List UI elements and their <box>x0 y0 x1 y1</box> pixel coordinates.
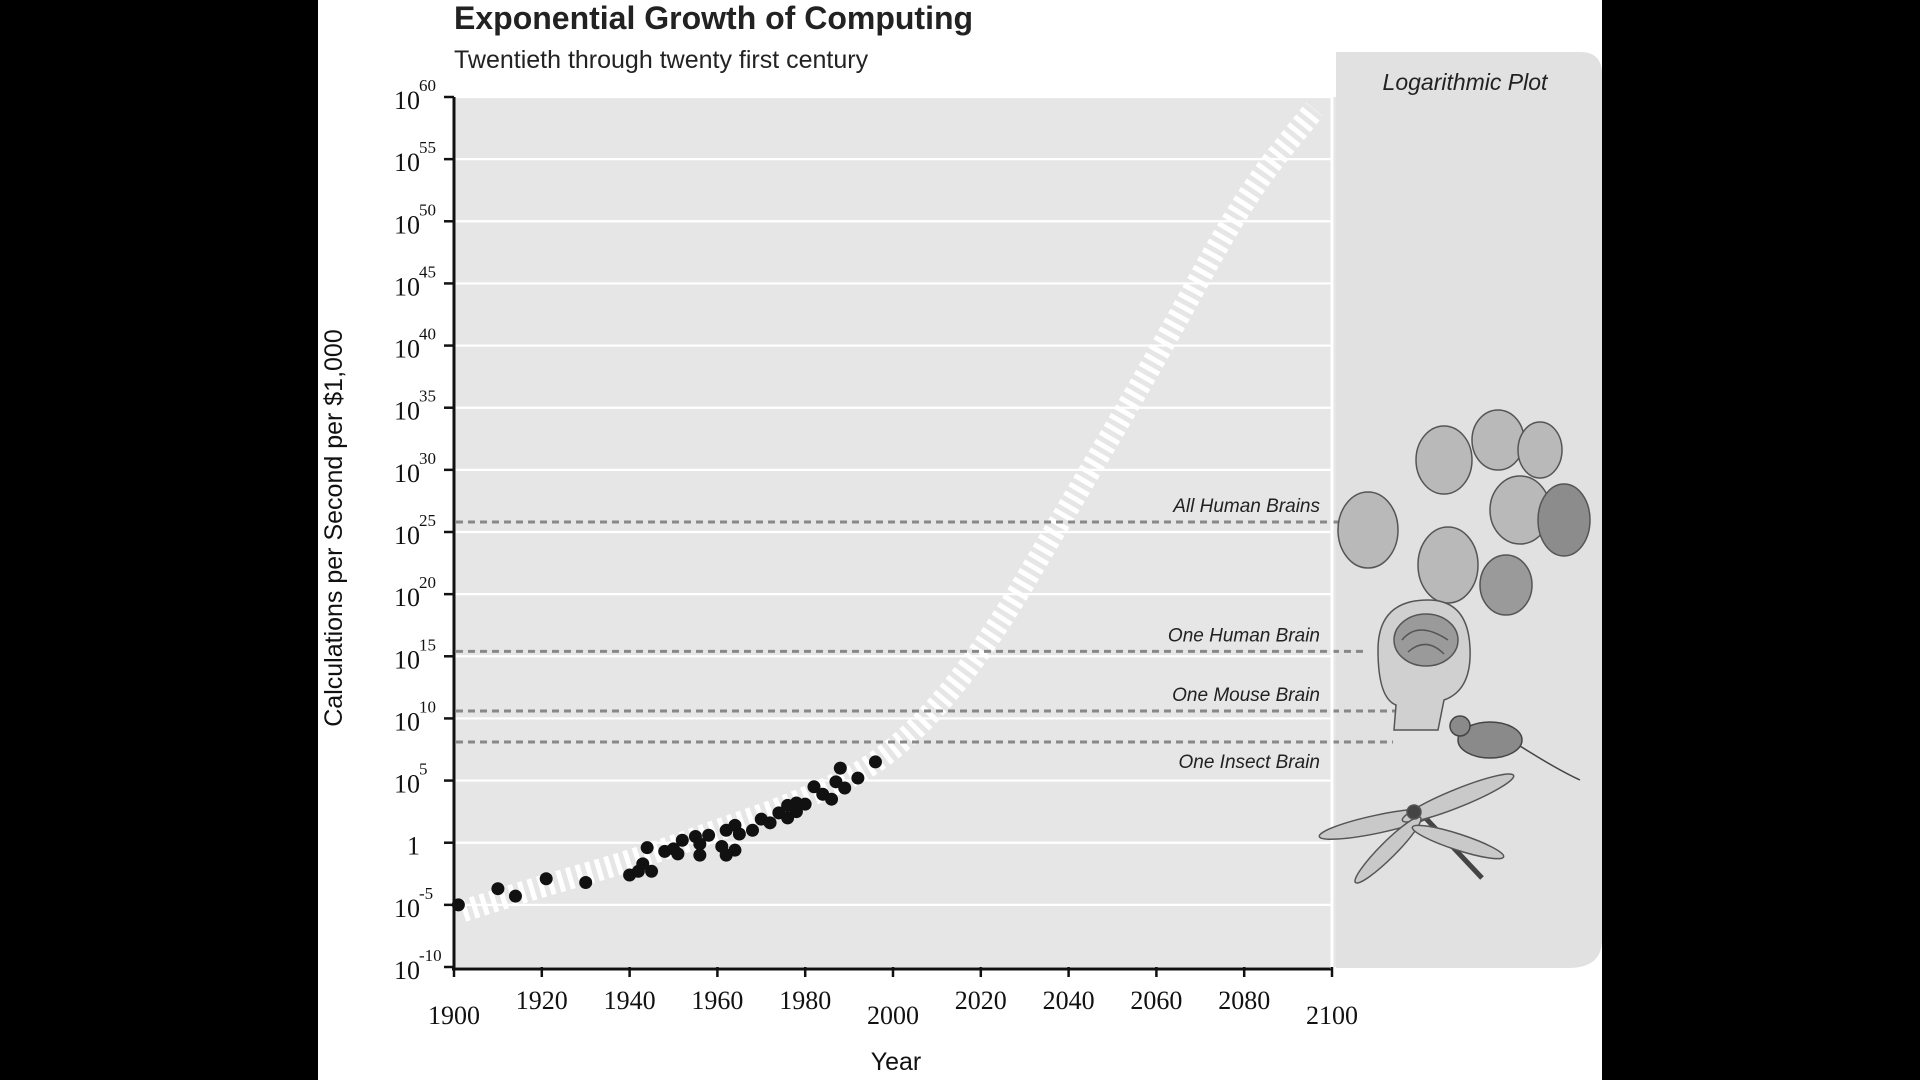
x-tick-label: 2040 <box>1043 986 1095 1015</box>
reference-line-label: One Mouse Brain <box>1172 685 1320 706</box>
x-tick-label: 2020 <box>955 986 1007 1015</box>
data-point <box>508 889 522 903</box>
y-tick-label: 10 <box>394 86 420 115</box>
human-heads-icon <box>1337 409 1591 616</box>
data-point <box>645 864 659 878</box>
data-point <box>732 827 746 841</box>
gridlines <box>454 95 1332 906</box>
data-point <box>636 857 650 871</box>
data-point <box>640 841 654 855</box>
data-point <box>851 771 865 785</box>
reference-line-label: All Human Brains <box>1172 496 1320 517</box>
data-point <box>838 781 852 795</box>
y-tick-label: 10 <box>394 894 420 923</box>
data-point <box>746 823 760 837</box>
data-point <box>702 828 716 842</box>
dragonfly-icon <box>1318 773 1515 884</box>
x-tick-label: 2060 <box>1130 986 1182 1015</box>
reference-lines: All Human Brains One Human Brain One Mouse… <box>456 496 1440 773</box>
y-tick-exponent: 45 <box>419 262 436 281</box>
data-point <box>579 875 593 889</box>
data-point <box>693 848 707 862</box>
y-axis-label: Calculations per Second per $1,000 <box>320 329 348 727</box>
x-axis-label: Year <box>871 1048 922 1076</box>
y-tick-label: 10 <box>394 210 420 239</box>
y-tick-exponent: -5 <box>419 884 433 903</box>
x-tick-label: 1980 <box>779 986 831 1015</box>
y-tick-exponent: 40 <box>419 325 436 344</box>
chart-subtitle: Twentieth through twenty first century <box>454 46 869 74</box>
y-tick-exponent: 10 <box>419 697 436 716</box>
y-tick-label: 10 <box>394 521 420 550</box>
mouse-icon <box>1449 715 1581 781</box>
brain-head-icon <box>1377 599 1471 731</box>
y-tick-label: 10 <box>394 707 420 736</box>
data-point <box>789 805 803 819</box>
data-point <box>693 837 707 851</box>
y-tick-label: 10 <box>394 335 420 364</box>
y-tick-exponent: 35 <box>419 387 436 406</box>
x-ticks: 1900 1920 1940 1960 1980 2000 2020 2040 2060 2080… <box>428 967 1358 1030</box>
x-tick-label: 1960 <box>691 986 743 1015</box>
y-tick-exponent: 15 <box>419 635 436 654</box>
y-tick-exponent: -10 <box>419 946 442 965</box>
y-tick-label: 10 <box>394 459 420 488</box>
y-tick-exponent: 60 <box>419 76 436 95</box>
data-point <box>539 872 553 886</box>
data-point <box>868 755 882 769</box>
y-tick-label: 10 <box>394 645 420 674</box>
y-ticks: 1060105510501045104010351030102510201015… <box>394 76 454 985</box>
reference-line-label: One Insect Brain <box>1178 752 1320 773</box>
data-points <box>451 755 882 912</box>
illustration-panel <box>1336 52 1602 968</box>
y-tick-exponent: 5 <box>419 760 428 779</box>
y-tick-label: 10 <box>394 956 420 985</box>
data-point <box>763 816 777 830</box>
x-tick-label: 1940 <box>604 986 656 1015</box>
data-point <box>728 843 742 857</box>
data-point <box>833 761 847 775</box>
y-tick-exponent: 20 <box>419 573 436 592</box>
x-tick-label: 1900 <box>428 1001 480 1030</box>
x-tick-label: 2000 <box>867 1001 919 1030</box>
y-tick-exponent: 30 <box>419 449 436 468</box>
chart-svg: Logarithmic Plot All Human Brains One Hum… <box>320 0 1602 1076</box>
data-point <box>675 833 689 847</box>
x-tick-label: 1920 <box>516 986 568 1015</box>
chart-title: Exponential Growth of Computing <box>454 0 973 36</box>
chart-canvas: Logarithmic Plot All Human Brains One Hum… <box>318 0 1602 1080</box>
data-point <box>807 780 821 794</box>
panel-label: Logarithmic Plot <box>1383 69 1550 95</box>
y-tick-exponent: 55 <box>419 138 436 157</box>
y-tick-exponent: 25 <box>419 511 436 530</box>
x-tick-label: 2080 <box>1218 986 1270 1015</box>
y-tick-label: 10 <box>394 272 420 301</box>
y-tick-exponent: 50 <box>419 200 436 219</box>
data-point <box>671 847 685 861</box>
data-point <box>825 792 839 806</box>
y-tick-label: 10 <box>394 397 420 426</box>
y-tick-label: 10 <box>394 770 420 799</box>
data-point <box>491 882 505 896</box>
data-point <box>798 797 812 811</box>
reference-line-label: One Human Brain <box>1168 625 1320 646</box>
x-tick-label: 2100 <box>1306 1001 1358 1030</box>
y-tick-label: 1 <box>407 832 420 861</box>
y-tick-label: 10 <box>394 148 420 177</box>
y-tick-label: 10 <box>394 583 420 612</box>
